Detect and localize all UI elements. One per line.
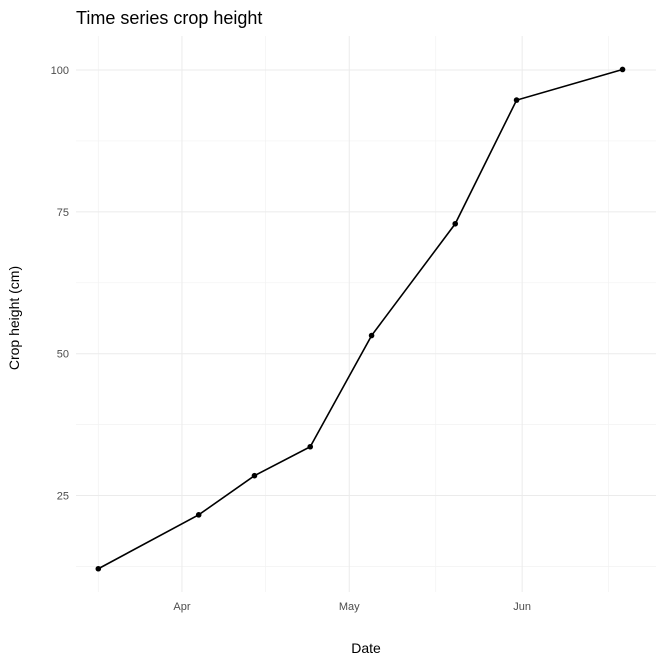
- chart-title: Time series crop height: [76, 8, 262, 28]
- data-point: [619, 66, 626, 73]
- data-point: [452, 220, 459, 227]
- data-point: [251, 472, 258, 479]
- data-point: [307, 443, 314, 450]
- crop-height-series: [95, 66, 626, 572]
- series-line: [97, 68, 623, 570]
- x-tick-label: May: [339, 601, 360, 613]
- data-point: [513, 97, 520, 103]
- x-axis-tick-labels: Apr May Jun: [173, 601, 531, 613]
- x-tick-label: Apr: [173, 601, 190, 613]
- y-tick-label: 75: [57, 207, 69, 219]
- y-tick-label: 50: [57, 349, 69, 361]
- y-axis-tick-labels: 25 50 75 100: [51, 65, 69, 503]
- x-tick-label: Jun: [513, 601, 531, 613]
- y-tick-label: 25: [57, 491, 69, 503]
- y-axis-title: Crop height (cm): [6, 266, 22, 370]
- major-gridlines: [76, 36, 656, 592]
- x-axis-title: Date: [351, 640, 381, 656]
- data-point: [95, 565, 102, 572]
- y-tick-label: 100: [51, 65, 69, 77]
- data-point: [368, 332, 375, 339]
- data-point: [195, 512, 202, 518]
- minor-gridlines: [76, 36, 656, 592]
